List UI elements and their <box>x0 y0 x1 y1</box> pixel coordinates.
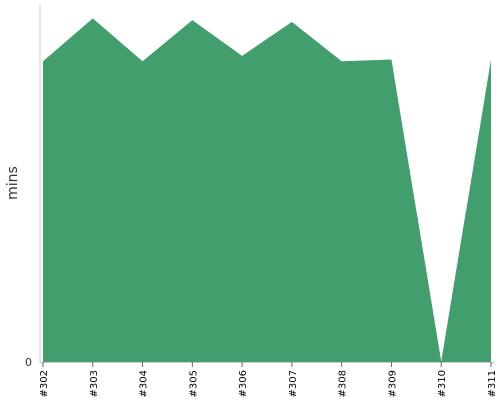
x-axis-ticks: #302 #303 #304 #305 #306 #307 #308 #309 #310 #311 <box>39 362 498 397</box>
x-tick-label-310: #310 <box>437 370 448 397</box>
x-tick-label-308: #308 <box>338 370 349 397</box>
area-series-layer <box>43 18 491 362</box>
x-tick-label-307: #307 <box>288 370 299 397</box>
area-series <box>43 18 491 362</box>
y-tick-label-0: 0 <box>25 356 32 369</box>
x-tick-label-303: #303 <box>89 370 100 397</box>
y-axis-ticks: 0 <box>25 356 32 369</box>
y-axis-label: mins <box>5 166 21 200</box>
x-tick-label-306: #306 <box>238 370 249 397</box>
x-tick-label-309: #309 <box>387 370 398 397</box>
x-tick-label-302: #302 <box>39 370 50 397</box>
x-tick-label-305: #305 <box>188 370 199 397</box>
x-tick-label-311: #311 <box>487 370 498 397</box>
x-tick-label-304: #304 <box>139 370 150 397</box>
